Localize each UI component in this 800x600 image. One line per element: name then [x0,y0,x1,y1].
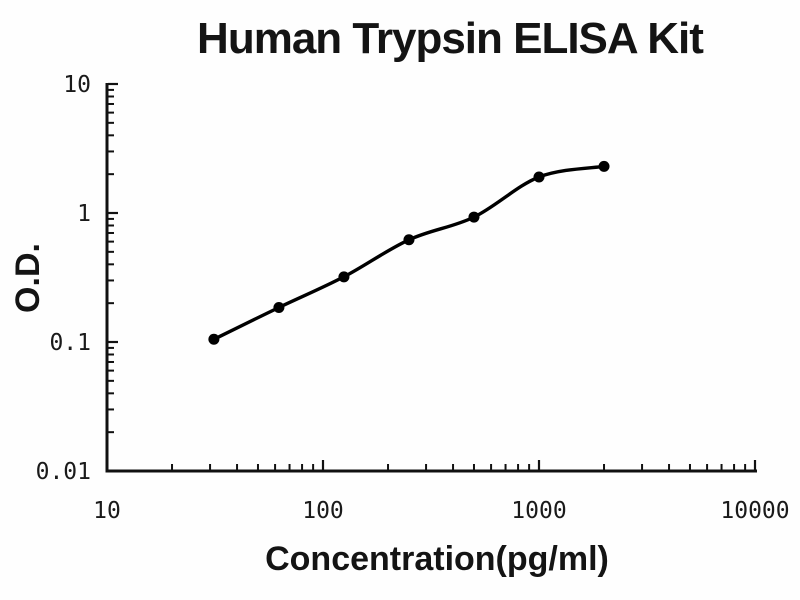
y-tick-label: 0.01 [36,459,91,485]
chart-title: Human Trypsin ELISA Kit [197,14,704,63]
x-axis-title: Concentration(pg/ml) [265,540,609,578]
x-tick-label: 1000 [511,498,566,524]
data-point-marker [403,234,415,246]
y-tick-label: 1 [77,201,91,227]
data-point-marker [468,211,480,223]
x-tick-label: 10000 [720,498,789,524]
data-point-marker [338,271,350,283]
x-tick-label: 100 [302,498,344,524]
x-tick-label: 10 [93,498,121,524]
data-point-marker [208,333,220,345]
data-point-marker [273,302,285,314]
y-tick-label: 10 [63,72,91,98]
y-tick-label: 0.1 [49,330,91,356]
data-point-marker [598,160,610,172]
data-point-marker [533,171,545,183]
standard-curve-line [212,164,606,341]
